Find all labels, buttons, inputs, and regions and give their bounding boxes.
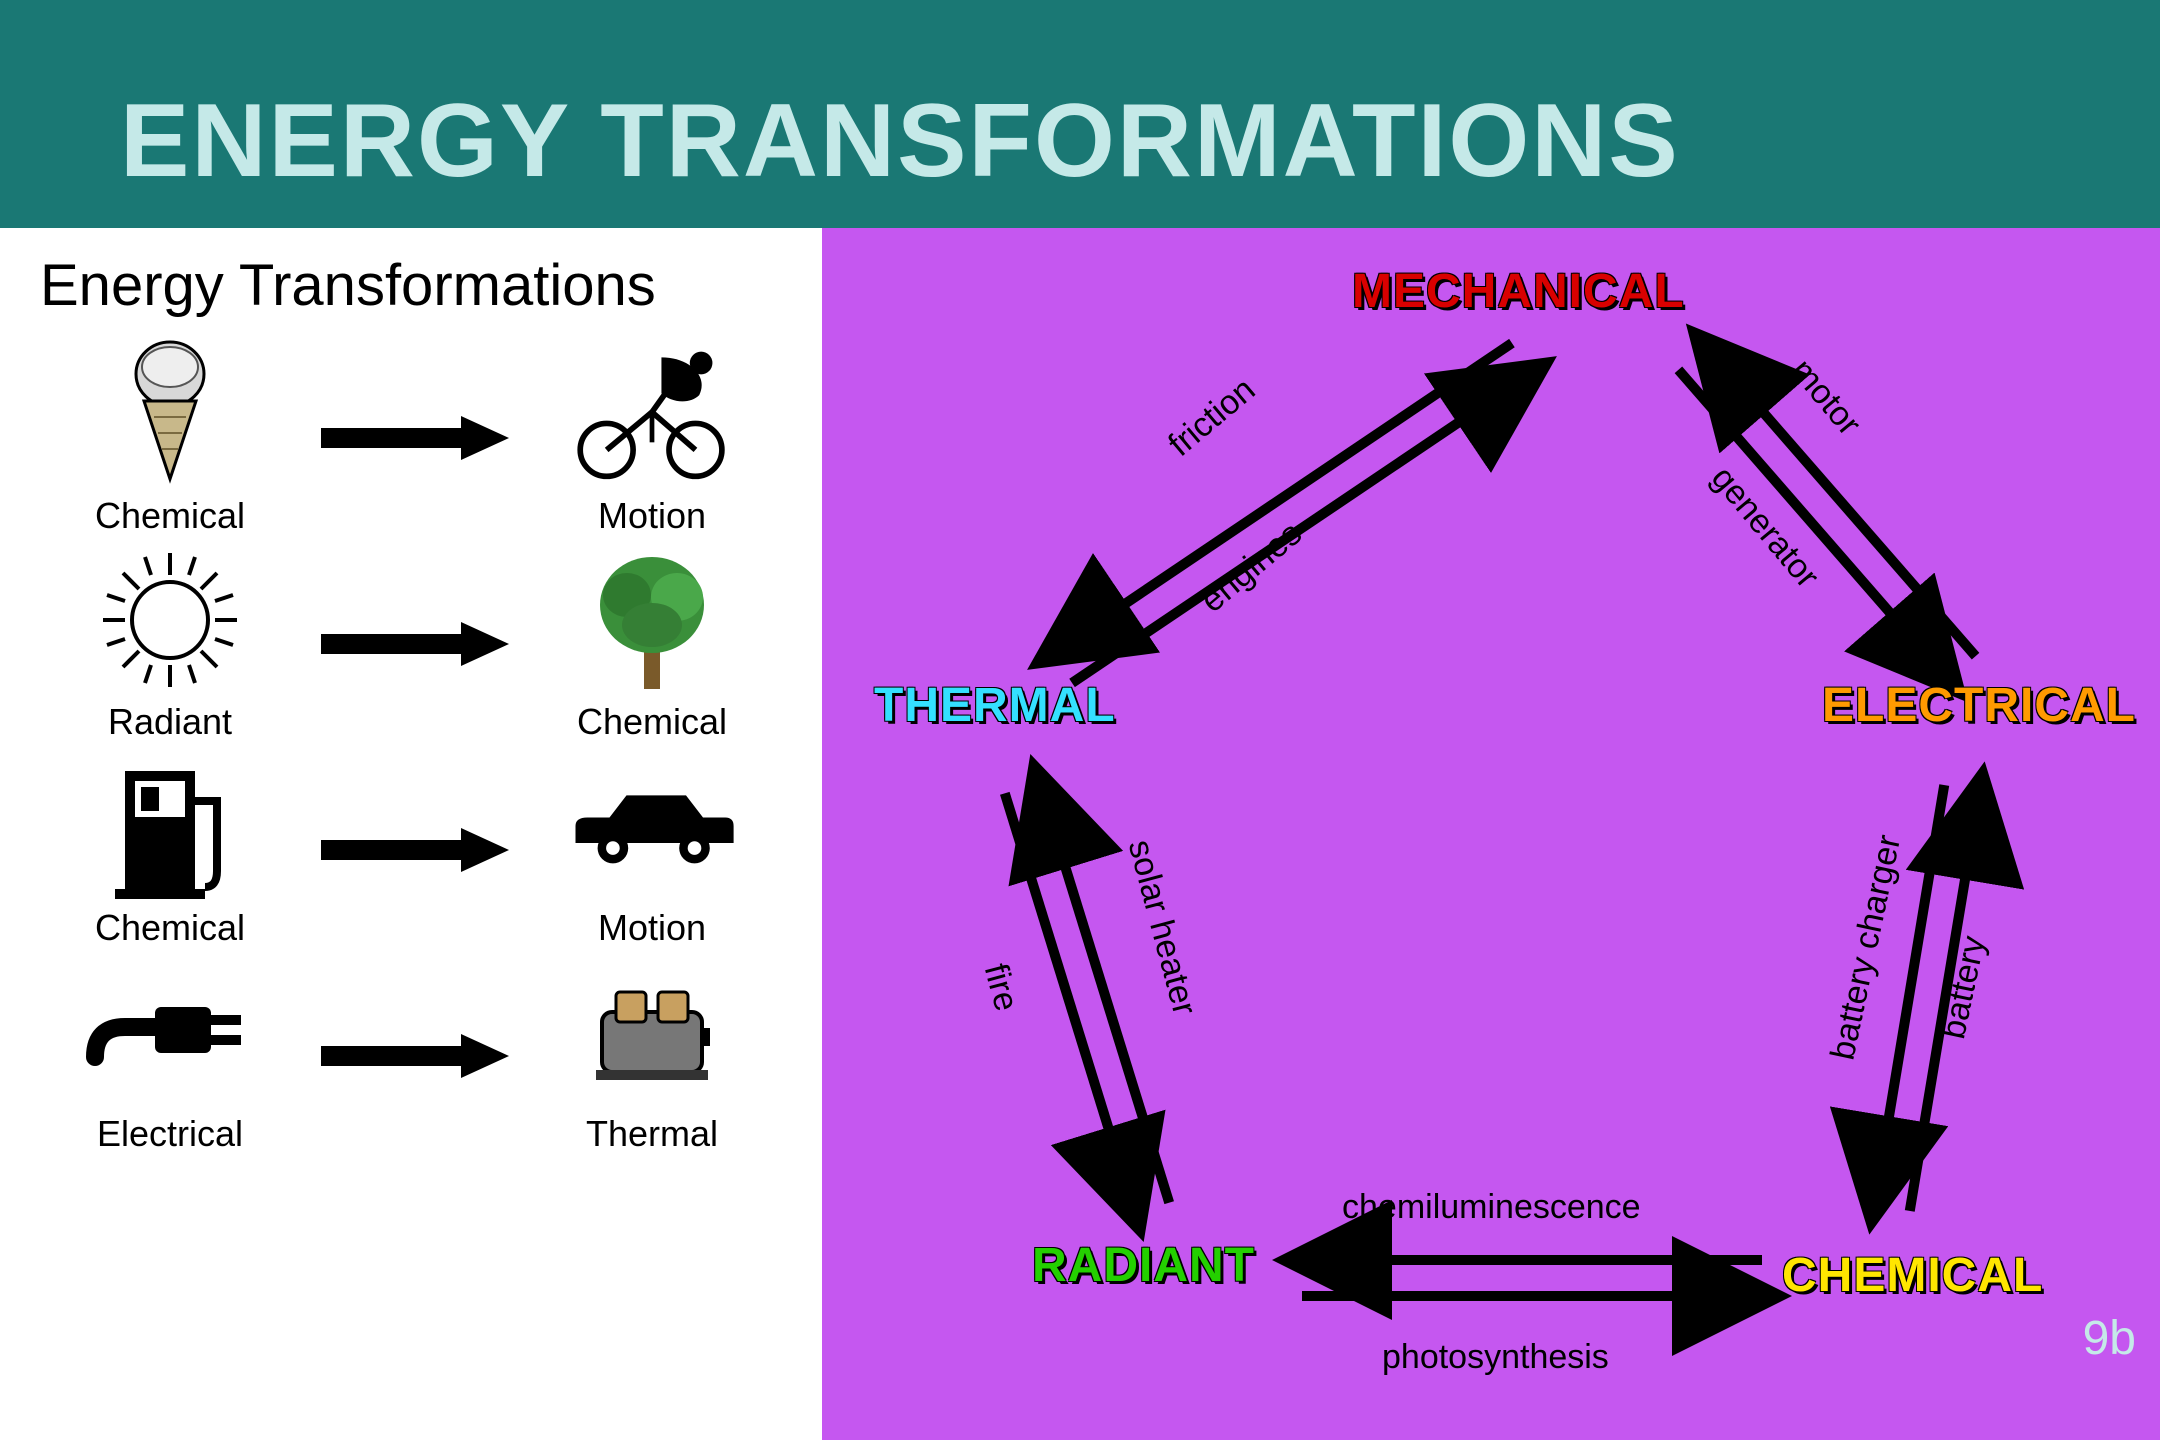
page-number: 9b: [2083, 1311, 2136, 1366]
car-icon: [567, 751, 737, 901]
toaster-icon: [567, 957, 737, 1107]
to-label: Motion: [598, 907, 706, 949]
sun-icon: [85, 545, 255, 695]
transform-to: Motion: [542, 751, 762, 949]
node-thermal: THERMAL: [874, 678, 1116, 733]
from-label: Electrical: [97, 1113, 243, 1155]
transform-from: Chemical: [60, 751, 280, 949]
arrow-icon: [311, 614, 511, 674]
transform-to: Thermal: [542, 957, 762, 1155]
transform-to: Motion: [542, 339, 762, 537]
arrow-icon: [311, 1026, 511, 1086]
transform-row: Electrical Thermal: [40, 957, 782, 1155]
to-label: Thermal: [586, 1113, 718, 1155]
right-panel: MECHANICAL THERMAL ELECTRICAL RADIANT CH…: [822, 228, 2160, 1440]
edge-label-chemilum: chemiluminescence: [1342, 1188, 1641, 1227]
from-label: Chemical: [95, 495, 245, 537]
slide-root: ENERGY TRANSFORMATIONS Energy Transforma…: [0, 0, 2160, 1440]
from-label: Radiant: [108, 701, 232, 743]
arrow-icon: [311, 408, 511, 468]
left-heading: Energy Transformations: [40, 252, 782, 319]
to-label: Motion: [598, 495, 706, 537]
transform-row: Chemical: [40, 339, 782, 537]
transform-row: Chemical Motion: [40, 751, 782, 949]
transform-to: Chemical: [542, 545, 762, 743]
left-panel: Energy Transformations Chemi: [0, 228, 822, 1440]
cyclist-icon: [567, 339, 737, 489]
node-mechanical: MECHANICAL: [1352, 264, 1685, 319]
title-bar: ENERGY TRANSFORMATIONS: [0, 56, 2160, 226]
transform-from: Electrical: [60, 957, 280, 1155]
icecream-icon: [85, 339, 255, 489]
gaspump-icon: [85, 751, 255, 901]
plug-icon: [85, 957, 255, 1107]
content-area: Energy Transformations Chemi: [0, 228, 2160, 1440]
slide-title: ENERGY TRANSFORMATIONS: [120, 82, 1680, 201]
node-chemical: CHEMICAL: [1782, 1248, 2043, 1303]
arrow-icon: [311, 820, 511, 880]
transform-row: Radiant Chemical: [40, 545, 782, 743]
node-electrical: ELECTRICAL: [1822, 678, 2136, 733]
node-radiant: RADIANT: [1032, 1238, 1255, 1293]
tree-icon: [567, 545, 737, 695]
transform-from: Radiant: [60, 545, 280, 743]
from-label: Chemical: [95, 907, 245, 949]
transform-from: Chemical: [60, 339, 280, 537]
edge-label-photosynth: photosynthesis: [1382, 1338, 1609, 1377]
to-label: Chemical: [577, 701, 727, 743]
